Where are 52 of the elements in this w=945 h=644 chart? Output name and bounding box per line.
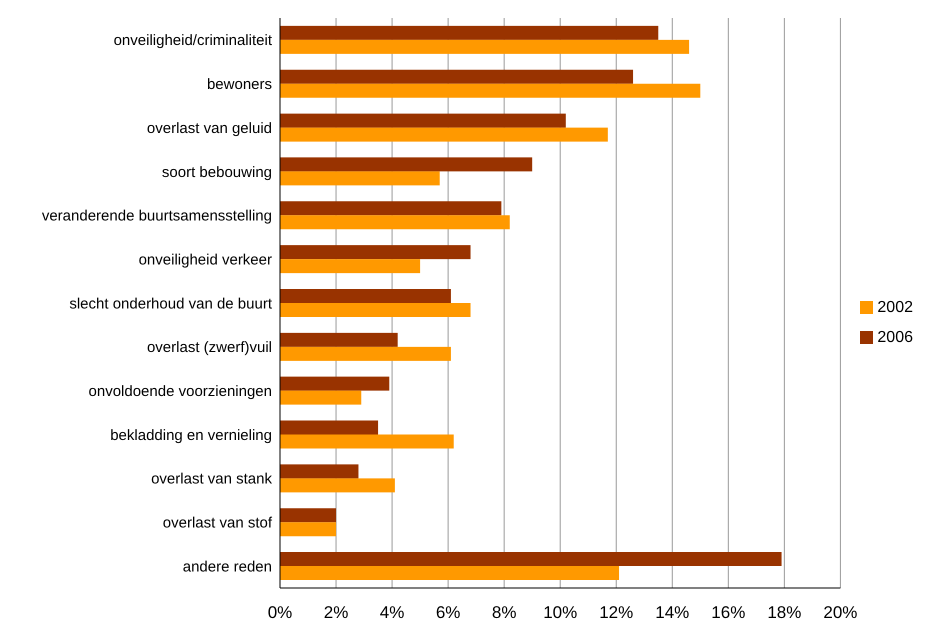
y-tick-label: onveiligheid/criminaliteit bbox=[114, 32, 273, 50]
bar bbox=[280, 288, 451, 303]
bar bbox=[280, 215, 510, 230]
bar bbox=[280, 171, 440, 186]
legend-label: 2002 bbox=[877, 299, 913, 316]
bar bbox=[280, 552, 782, 566]
bar bbox=[280, 420, 378, 435]
bar bbox=[280, 201, 502, 216]
bar bbox=[280, 508, 336, 522]
bar bbox=[280, 302, 471, 317]
x-tick-label: 0% bbox=[268, 603, 292, 622]
bar bbox=[280, 84, 700, 98]
x-tick-label: 8% bbox=[492, 603, 516, 622]
bar bbox=[280, 434, 454, 449]
bar bbox=[280, 26, 658, 40]
bar bbox=[280, 390, 362, 405]
legend-label: 2006 bbox=[877, 329, 913, 346]
bar bbox=[280, 376, 390, 391]
bar bbox=[280, 70, 634, 84]
x-tick-label: 14% bbox=[655, 603, 690, 622]
bar bbox=[280, 522, 336, 536]
y-tick-label: bewoners bbox=[206, 76, 272, 94]
bar bbox=[280, 245, 471, 260]
y-tick-label: overlast (zwerf)vuil bbox=[146, 339, 272, 356]
bar bbox=[280, 128, 608, 142]
x-tick-label: 2% bbox=[324, 603, 348, 622]
y-tick-label: bekladding en vernieling bbox=[110, 426, 272, 444]
y-tick-label: veranderende buurtsamensstelling bbox=[42, 208, 272, 225]
x-tick-label: 18% bbox=[767, 603, 802, 622]
x-tick-label: 4% bbox=[380, 603, 404, 622]
bar bbox=[280, 464, 358, 478]
bar bbox=[280, 566, 620, 580]
y-tick-label: soort bebouwing bbox=[162, 164, 272, 181]
y-tick-label: overlast van geluid bbox=[146, 120, 272, 137]
bar bbox=[280, 332, 398, 347]
x-tick-label: 6% bbox=[436, 603, 460, 622]
bar bbox=[280, 346, 451, 361]
bar bbox=[280, 157, 532, 172]
bar bbox=[280, 40, 690, 54]
bar bbox=[280, 478, 395, 492]
x-tick-label: 20% bbox=[823, 603, 858, 622]
y-tick-label: onvoldoende voorzieningen bbox=[88, 383, 272, 400]
x-tick-label: 12% bbox=[599, 603, 634, 622]
y-tick-label: overlast van stank bbox=[151, 470, 272, 488]
y-tick-label: andere reden bbox=[182, 558, 272, 576]
y-tick-label: slecht onderhoud van de buurt bbox=[69, 295, 273, 312]
y-tick-label: onveiligheid verkeer bbox=[138, 251, 272, 268]
bar bbox=[280, 114, 566, 128]
x-tick-label: 16% bbox=[711, 603, 746, 622]
bar bbox=[280, 259, 420, 274]
y-tick-label: overlast van stof bbox=[162, 514, 273, 532]
x-tick-label: 10% bbox=[543, 603, 578, 622]
